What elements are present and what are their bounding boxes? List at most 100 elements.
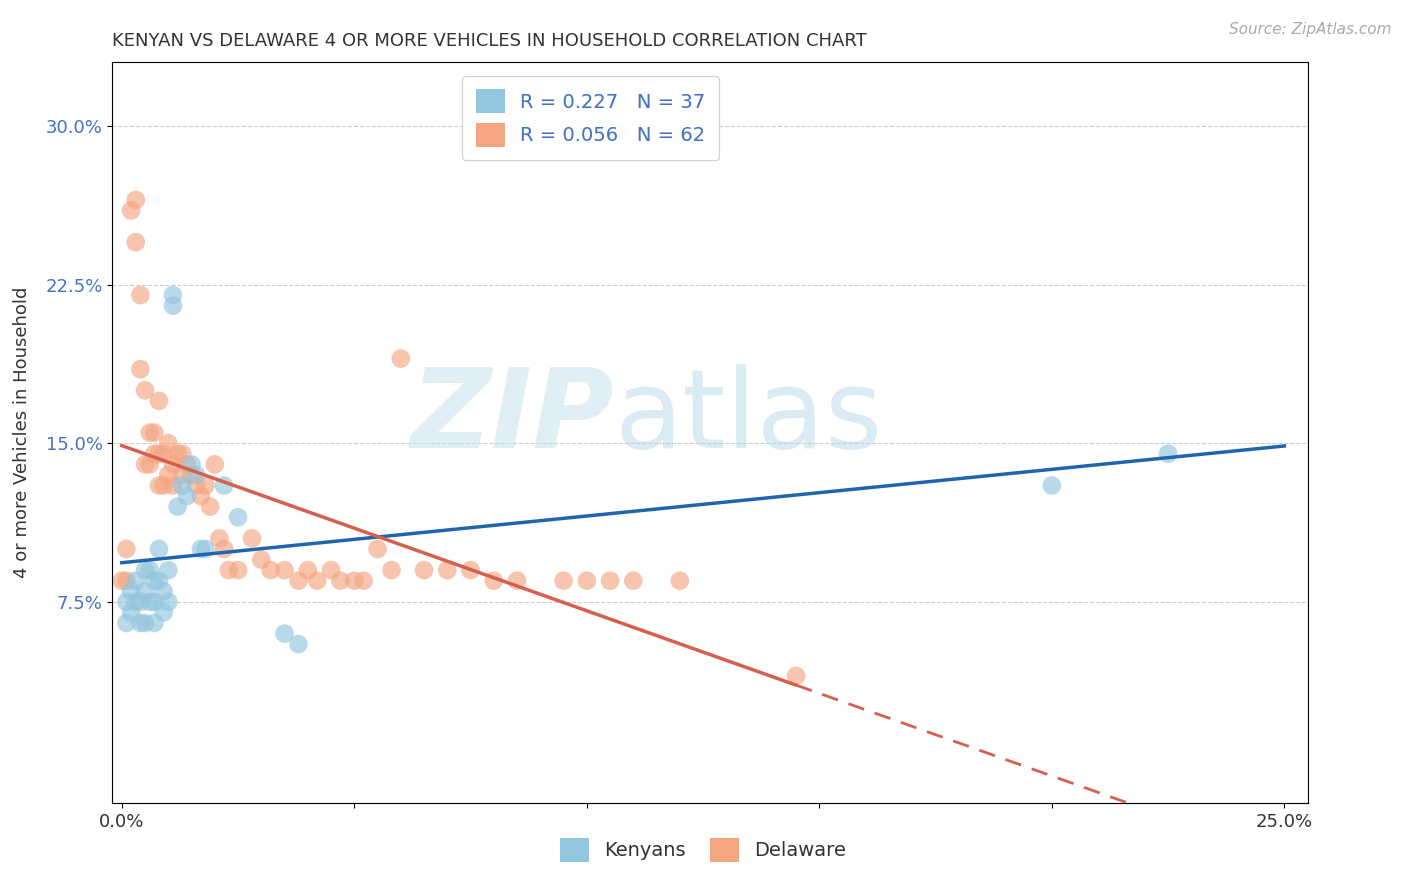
Point: [218, 563, 240, 577]
Point: [125, 193, 148, 207]
Point: [115, 615, 138, 630]
Point: [166, 500, 188, 514]
Point: [134, 584, 156, 599]
Point: [226, 510, 249, 524]
Point: [120, 584, 142, 599]
Point: [226, 563, 249, 577]
Point: [157, 563, 180, 577]
Point: [138, 425, 160, 440]
Point: [162, 299, 184, 313]
Point: [134, 615, 156, 630]
Point: [389, 351, 412, 366]
Point: [134, 384, 156, 398]
Point: [287, 574, 309, 588]
Point: [138, 458, 160, 472]
Point: [129, 288, 152, 302]
Point: [785, 669, 807, 683]
Text: KENYAN VS DELAWARE 4 OR MORE VEHICLES IN HOUSEHOLD CORRELATION CHART: KENYAN VS DELAWARE 4 OR MORE VEHICLES IN…: [112, 32, 868, 50]
Point: [194, 478, 217, 492]
Point: [166, 447, 188, 461]
Point: [129, 595, 152, 609]
Point: [259, 563, 281, 577]
Point: [157, 467, 180, 482]
Point: [180, 467, 202, 482]
Point: [148, 393, 170, 408]
Point: [157, 595, 180, 609]
Point: [343, 574, 366, 588]
Point: [162, 458, 184, 472]
Point: [307, 574, 329, 588]
Point: [143, 574, 166, 588]
Point: [134, 563, 156, 577]
Point: [621, 574, 644, 588]
Point: [125, 595, 148, 609]
Legend: R = 0.227   N = 37, R = 0.056   N = 62: R = 0.227 N = 37, R = 0.056 N = 62: [463, 76, 718, 161]
Point: [186, 467, 208, 482]
Point: [198, 500, 221, 514]
Point: [148, 574, 170, 588]
Point: [367, 541, 389, 556]
Point: [138, 595, 160, 609]
Point: [172, 447, 194, 461]
Point: [148, 478, 170, 492]
Point: [120, 203, 142, 218]
Point: [129, 615, 152, 630]
Point: [176, 489, 198, 503]
Point: [273, 626, 295, 640]
Point: [115, 541, 138, 556]
Point: [172, 478, 194, 492]
Text: Source: ZipAtlas.com: Source: ZipAtlas.com: [1229, 22, 1392, 37]
Point: [157, 436, 180, 450]
Point: [125, 574, 148, 588]
Text: ZIP: ZIP: [411, 364, 614, 471]
Point: [152, 447, 174, 461]
Point: [353, 574, 375, 588]
Point: [162, 478, 184, 492]
Point: [186, 478, 208, 492]
Point: [152, 478, 174, 492]
Point: [152, 606, 174, 620]
Legend: Kenyans, Delaware: Kenyans, Delaware: [548, 826, 858, 873]
Point: [1040, 478, 1063, 492]
Point: [143, 425, 166, 440]
Point: [143, 595, 166, 609]
Point: [148, 447, 170, 461]
Point: [194, 541, 217, 556]
Point: [599, 574, 621, 588]
Point: [125, 235, 148, 250]
Point: [212, 541, 235, 556]
Point: [115, 574, 138, 588]
Y-axis label: 4 or more Vehicles in Household: 4 or more Vehicles in Household: [14, 287, 31, 578]
Point: [575, 574, 598, 588]
Point: [413, 563, 436, 577]
Point: [190, 489, 212, 503]
Point: [180, 458, 202, 472]
Point: [553, 574, 575, 588]
Point: [190, 541, 212, 556]
Point: [138, 563, 160, 577]
Point: [1157, 447, 1180, 461]
Point: [319, 563, 342, 577]
Point: [111, 574, 134, 588]
Point: [115, 595, 138, 609]
Point: [380, 563, 402, 577]
Point: [176, 458, 198, 472]
Point: [240, 532, 263, 546]
Point: [436, 563, 458, 577]
Point: [120, 606, 142, 620]
Point: [129, 362, 152, 376]
Point: [669, 574, 692, 588]
Point: [134, 458, 156, 472]
Point: [297, 563, 319, 577]
Point: [506, 574, 529, 588]
Point: [212, 478, 235, 492]
Point: [204, 458, 226, 472]
Point: [287, 637, 309, 651]
Point: [143, 447, 166, 461]
Point: [460, 563, 482, 577]
Point: [143, 615, 166, 630]
Point: [250, 552, 273, 566]
Point: [208, 532, 231, 546]
Point: [162, 288, 184, 302]
Point: [482, 574, 505, 588]
